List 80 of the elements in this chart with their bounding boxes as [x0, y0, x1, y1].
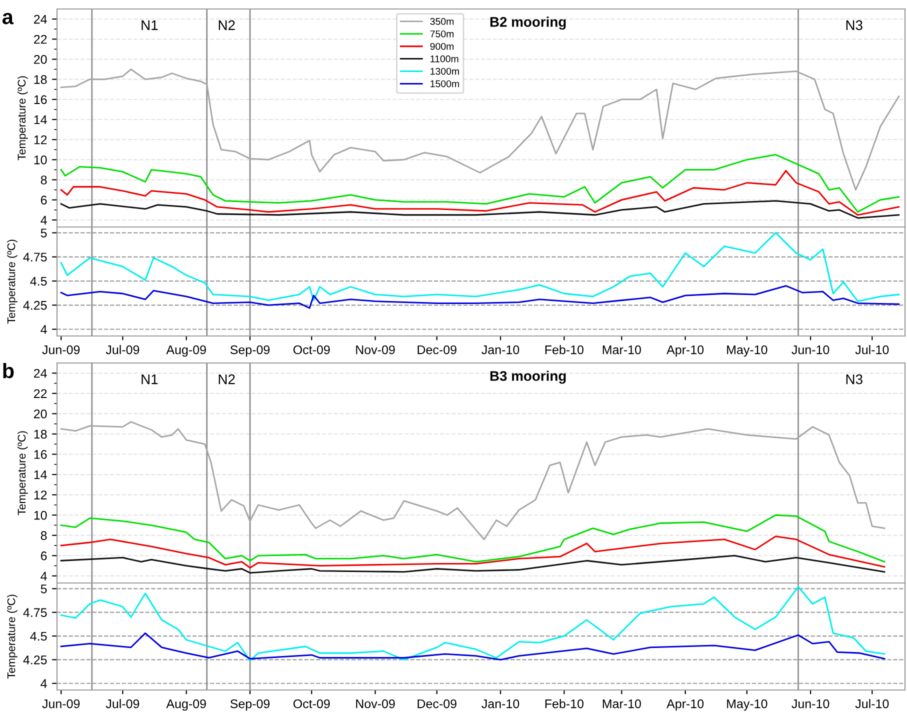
y-tick-label: 4: [40, 325, 47, 334]
x-tick-label: Sep-09: [230, 345, 270, 357]
y-axis-title: Temperature (ºC): [7, 240, 18, 324]
y-tick-label: 5: [40, 584, 47, 594]
y-tick-label: 24: [34, 368, 47, 378]
x-tick-label: Jan-10: [482, 345, 520, 354]
x-tick-label: Jun-09: [42, 699, 80, 708]
x-tick-label: Apr-10: [666, 699, 704, 711]
y-tick-label: 16: [34, 95, 47, 104]
x-tick-label: Feb-10: [545, 699, 584, 708]
x-tick-label: Jun-10: [792, 699, 830, 708]
y-tick-label: 4: [40, 216, 47, 224]
y-tick-label: 12: [34, 490, 47, 500]
y-tick-label: 14: [34, 470, 47, 480]
annotation: N3: [846, 374, 862, 384]
x-tick-label: Oct-09: [293, 345, 330, 354]
y-tick-label: 4.75: [23, 252, 47, 262]
y-axis-title: Temperature (ºC): [17, 431, 28, 516]
y-tick-label: 20: [34, 409, 47, 418]
legend-label: 1500m: [430, 80, 459, 88]
y-tick-label: 6: [40, 196, 47, 205]
y-tick-label: 22: [34, 389, 47, 398]
y-tick-label: 8: [40, 176, 47, 184]
annotation: N3: [846, 20, 862, 30]
y-tick-label: 10: [34, 155, 47, 164]
x-tick-label: Jul-09: [106, 345, 140, 354]
y-tick-label: 6: [40, 551, 47, 560]
y-tick-label: 12: [34, 135, 47, 144]
y-tick-label: 18: [34, 75, 47, 84]
y-tick-label: 22: [34, 34, 47, 44]
x-tick-label: Jun-09: [42, 345, 80, 354]
x-tick-label: Jun-10: [792, 345, 830, 354]
y-tick-label: 5: [40, 228, 47, 238]
x-tick-label: Aug-09: [166, 699, 206, 711]
y-tick-label: 16: [34, 450, 47, 459]
x-tick-label: Nov-09: [356, 345, 395, 354]
text: b: [3, 363, 14, 378]
x-tick-label: Jan-10: [482, 699, 520, 708]
legend-label: 1300m: [430, 68, 459, 75]
y-tick-label: 4.5: [30, 632, 47, 641]
y-tick-label: 4.75: [23, 608, 47, 618]
annotation: N2: [218, 374, 235, 384]
y-tick-label: 14: [34, 115, 47, 124]
legend-label: 1100m: [430, 55, 458, 62]
x-tick-label: Jul-09: [106, 699, 140, 708]
y-tick-label: 4.25: [23, 656, 47, 664]
legend-label: 350m: [430, 18, 454, 25]
x-tick-label: Mar-10: [602, 345, 641, 354]
text: B3 mooring: [490, 370, 566, 384]
annotation: N1: [142, 374, 158, 384]
y-tick-label: 4: [40, 679, 47, 688]
x-tick-label: Apr-10: [666, 345, 704, 357]
y-tick-label: 4.25: [23, 300, 47, 310]
x-tick-label: Jul-10: [855, 699, 889, 708]
legend-label: 750m: [430, 30, 454, 38]
y-tick-label: 18: [34, 430, 47, 439]
y-tick-label: 4: [40, 572, 47, 580]
legend-label: 900m: [430, 42, 454, 50]
text: a: [2, 12, 14, 24]
x-tick-label: Aug-09: [166, 345, 206, 357]
x-tick-label: Dec-09: [418, 345, 456, 354]
x-tick-label: Nov-09: [356, 699, 395, 708]
y-tick-label: 20: [34, 55, 47, 64]
y-tick-label: 8: [40, 531, 47, 540]
y-tick-label: 24: [34, 14, 47, 24]
y-tick-label: 4.5: [30, 276, 47, 286]
x-tick-label: May-10: [727, 699, 768, 711]
y-tick-label: 10: [34, 510, 47, 520]
y-axis-title: Temperature (ºC): [7, 594, 18, 679]
text: B2 mooring: [490, 16, 566, 30]
annotation: N1: [142, 20, 158, 30]
annotation: N2: [218, 20, 235, 30]
x-tick-label: Jul-10: [855, 345, 889, 354]
x-tick-label: May-10: [727, 345, 768, 357]
x-tick-label: Dec-09: [418, 699, 456, 708]
x-tick-label: Sep-09: [230, 699, 270, 711]
x-tick-label: Feb-10: [545, 345, 584, 354]
y-axis-title: Temperature (ºC): [17, 76, 28, 160]
x-tick-label: Oct-09: [293, 699, 330, 708]
x-tick-label: Mar-10: [602, 699, 641, 708]
